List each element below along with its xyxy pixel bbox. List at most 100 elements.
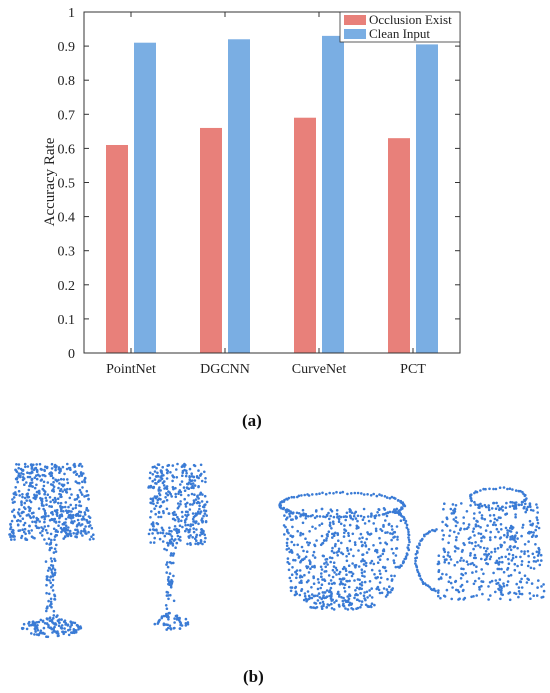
point [535, 503, 538, 506]
point [66, 528, 70, 532]
point [59, 626, 63, 629]
point [443, 558, 447, 561]
point [51, 574, 55, 578]
point [539, 553, 543, 557]
point [344, 607, 347, 610]
point [43, 469, 46, 473]
point [295, 516, 299, 519]
point [498, 560, 501, 564]
point [49, 597, 53, 601]
point [35, 518, 39, 522]
point [170, 530, 173, 533]
point [509, 538, 512, 541]
point [299, 533, 302, 537]
point [375, 494, 379, 498]
point [181, 469, 185, 473]
point [373, 573, 376, 576]
point [43, 538, 46, 541]
point [318, 524, 321, 527]
point [54, 550, 58, 553]
point [203, 470, 206, 474]
point [52, 627, 55, 631]
point [197, 522, 200, 526]
point [39, 629, 43, 632]
point [372, 544, 375, 547]
point [184, 474, 188, 478]
point [494, 507, 498, 510]
point [469, 504, 472, 507]
point [157, 463, 161, 466]
point [37, 526, 41, 530]
point [401, 561, 405, 565]
point [337, 517, 341, 521]
point [46, 481, 50, 484]
point [192, 527, 195, 530]
point [415, 550, 419, 553]
point [157, 515, 160, 519]
point [330, 592, 333, 595]
point [307, 543, 310, 547]
point [80, 465, 84, 468]
point [355, 524, 359, 528]
point [314, 602, 318, 605]
point [199, 491, 203, 495]
point [347, 531, 350, 535]
point [44, 560, 48, 563]
point [481, 592, 484, 596]
point [59, 495, 62, 499]
point [338, 577, 342, 581]
point [402, 518, 406, 522]
point [325, 514, 329, 518]
point [354, 589, 357, 592]
point [331, 532, 334, 536]
point [42, 480, 46, 484]
point [51, 578, 55, 582]
point [356, 598, 359, 601]
point [380, 591, 384, 595]
point [205, 514, 208, 517]
point [342, 596, 345, 600]
point [156, 471, 159, 475]
point [57, 634, 60, 637]
point [337, 603, 341, 607]
point [429, 587, 433, 591]
point [441, 572, 444, 576]
point [324, 492, 328, 496]
point [285, 548, 289, 551]
point [10, 538, 13, 541]
point [291, 566, 294, 569]
point [462, 588, 465, 592]
point [373, 516, 377, 520]
point [45, 622, 49, 626]
point [34, 524, 38, 528]
point [27, 488, 31, 492]
point [401, 502, 405, 506]
point [173, 525, 177, 528]
point [16, 511, 20, 514]
point [362, 594, 366, 597]
point [174, 492, 177, 496]
y-axis: 00.10.20.30.40.50.60.70.80.91 [58, 6, 460, 362]
point [361, 518, 365, 521]
point [166, 623, 169, 627]
point [58, 482, 61, 485]
point [33, 486, 37, 490]
point [204, 520, 208, 524]
point [40, 631, 44, 635]
point [322, 604, 325, 608]
point [322, 594, 325, 597]
point [321, 600, 325, 604]
point [17, 508, 21, 511]
point [183, 489, 187, 492]
point [449, 507, 453, 511]
point [505, 535, 509, 539]
point [375, 549, 379, 552]
point [448, 529, 452, 532]
point [162, 623, 166, 627]
point [38, 474, 41, 478]
point [50, 517, 54, 521]
point [467, 526, 470, 529]
point [346, 600, 350, 604]
point [331, 536, 334, 539]
point [159, 498, 162, 501]
